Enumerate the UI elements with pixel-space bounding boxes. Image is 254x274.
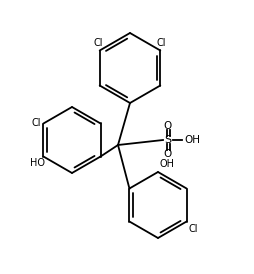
Text: Cl: Cl <box>156 38 166 47</box>
Text: OH: OH <box>160 159 175 169</box>
Text: S: S <box>164 135 171 145</box>
Text: Cl: Cl <box>188 224 198 233</box>
Text: O: O <box>164 121 172 131</box>
Text: O: O <box>164 149 172 159</box>
Text: Cl: Cl <box>32 118 41 129</box>
Text: OH: OH <box>184 135 200 145</box>
Text: HO: HO <box>30 158 45 169</box>
Text: Cl: Cl <box>94 38 103 47</box>
